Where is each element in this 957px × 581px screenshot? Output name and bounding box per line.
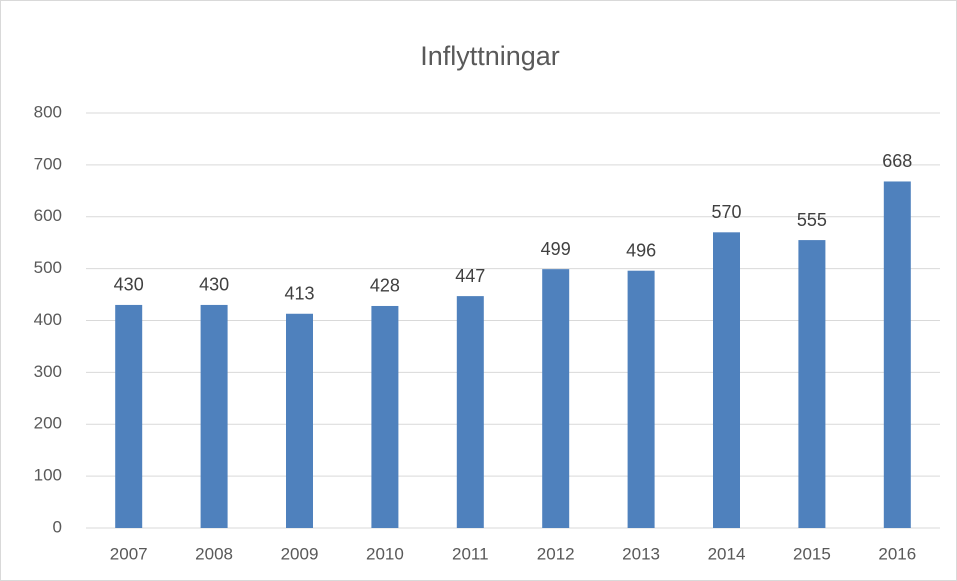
- y-tick-label: 500: [34, 258, 62, 277]
- chart-title: Inflyttningar: [420, 41, 560, 71]
- x-tick-label: 2011: [452, 544, 489, 563]
- y-tick-label: 400: [34, 310, 62, 329]
- y-tick-label: 300: [34, 362, 62, 381]
- x-tick-label: 2014: [708, 544, 746, 563]
- data-label: 447: [455, 266, 485, 286]
- bar: [115, 304, 143, 528]
- x-tick-label: 2016: [878, 544, 916, 563]
- x-tick-label: 2013: [622, 544, 660, 563]
- data-label: 428: [370, 276, 400, 296]
- x-tick-label: 2007: [110, 544, 148, 563]
- data-label: 570: [711, 202, 741, 222]
- bar: [542, 269, 570, 528]
- y-tick-label: 100: [34, 466, 62, 485]
- data-label: 496: [626, 240, 656, 260]
- data-label: 430: [114, 275, 144, 295]
- y-tick-label: 200: [34, 414, 62, 433]
- y-tick-label: 600: [34, 206, 62, 225]
- bar: [883, 181, 911, 528]
- data-label: 430: [199, 275, 229, 295]
- bar: [200, 304, 228, 528]
- data-label: 555: [797, 210, 827, 230]
- bar: [713, 232, 740, 528]
- x-tick-label: 2009: [281, 544, 319, 563]
- bar: [798, 240, 826, 528]
- data-label: 668: [882, 151, 912, 171]
- data-label: 499: [541, 239, 571, 259]
- x-tick-label: 2015: [793, 544, 831, 563]
- bar: [286, 313, 313, 528]
- bar: [371, 305, 399, 528]
- y-tick-label: 700: [34, 154, 62, 173]
- y-tick-label: 0: [53, 517, 62, 536]
- y-tick-label: 800: [34, 102, 62, 121]
- x-tick-label: 2008: [195, 544, 233, 563]
- x-tick-label: 2010: [366, 544, 404, 563]
- bar: [627, 270, 655, 528]
- data-label: 413: [284, 284, 314, 304]
- x-tick-label: 2012: [537, 544, 575, 563]
- bar: [456, 296, 484, 528]
